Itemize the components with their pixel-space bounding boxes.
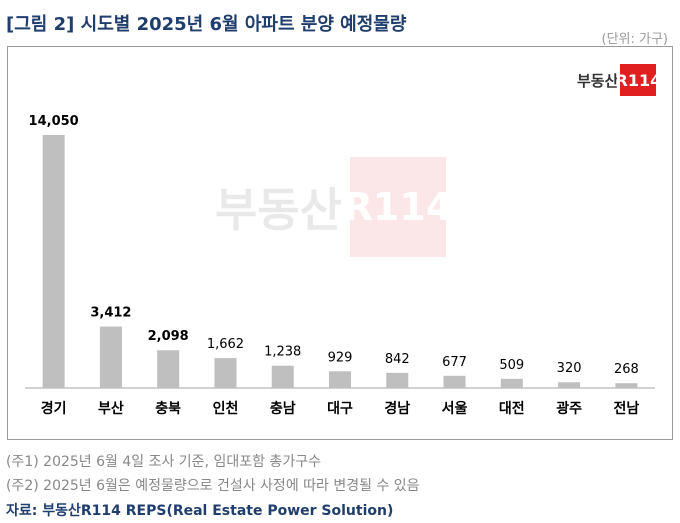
bar-충북: [157, 350, 180, 388]
value-label: 14,050: [29, 114, 79, 129]
bar-부산: [99, 326, 122, 388]
value-label: 320: [557, 361, 582, 376]
bar-인천: [214, 358, 237, 388]
bar-서울: [443, 375, 466, 388]
category-label: 대전: [499, 400, 525, 417]
value-label: 2,098: [148, 329, 189, 344]
category-label: 경남: [384, 400, 410, 417]
source-line: 자료: 부동산R114 REPS(Real Estate Power Solut…: [6, 503, 394, 519]
value-label: 929: [328, 350, 353, 365]
value-label: 1,238: [264, 345, 301, 360]
category-label: 전남: [613, 400, 639, 417]
value-label: 3,412: [90, 306, 131, 321]
bar-전남: [615, 383, 638, 388]
brand-logo: 부동산 R114: [577, 64, 661, 96]
note-2: (주2) 2025년 6월은 예정물량으로 건설사 사정에 따라 변경될 수 있…: [6, 478, 420, 494]
category-label: 경기: [41, 400, 67, 417]
watermark-text: 부동산: [215, 183, 342, 237]
category-label: 충북: [155, 401, 181, 417]
value-label: 677: [442, 355, 467, 370]
chart-title: [그림 2] 시도별 2025년 6월 아파트 분양 예정물량: [6, 14, 407, 35]
category-label: 서울: [442, 400, 468, 417]
category-label: 광주: [556, 400, 582, 417]
watermark-badge: R114: [344, 157, 452, 257]
category-label: 대구: [327, 401, 353, 417]
category-label: 부산: [98, 400, 124, 417]
note-1: (주1) 2025년 6월 4일 조사 기준, 임대포함 총가구수: [6, 454, 321, 470]
category-label: 인천: [213, 400, 239, 417]
value-label: 509: [499, 358, 524, 373]
logo-badge: R114: [616, 64, 661, 96]
watermark-logo: 부동산 R114: [215, 157, 452, 257]
bar-충남: [271, 365, 294, 388]
unit-label: (단위: 가구): [601, 32, 669, 47]
bar-경기: [42, 135, 65, 388]
bar-경남: [386, 372, 409, 388]
value-label: 1,662: [207, 337, 244, 352]
bar-대전: [500, 378, 523, 388]
bar-광주: [558, 382, 581, 388]
category-label: 충남: [270, 400, 296, 417]
value-label: 842: [385, 352, 410, 367]
value-label: 268: [614, 362, 639, 377]
logo-text: 부동산: [577, 71, 619, 90]
bar-대구: [329, 371, 351, 388]
